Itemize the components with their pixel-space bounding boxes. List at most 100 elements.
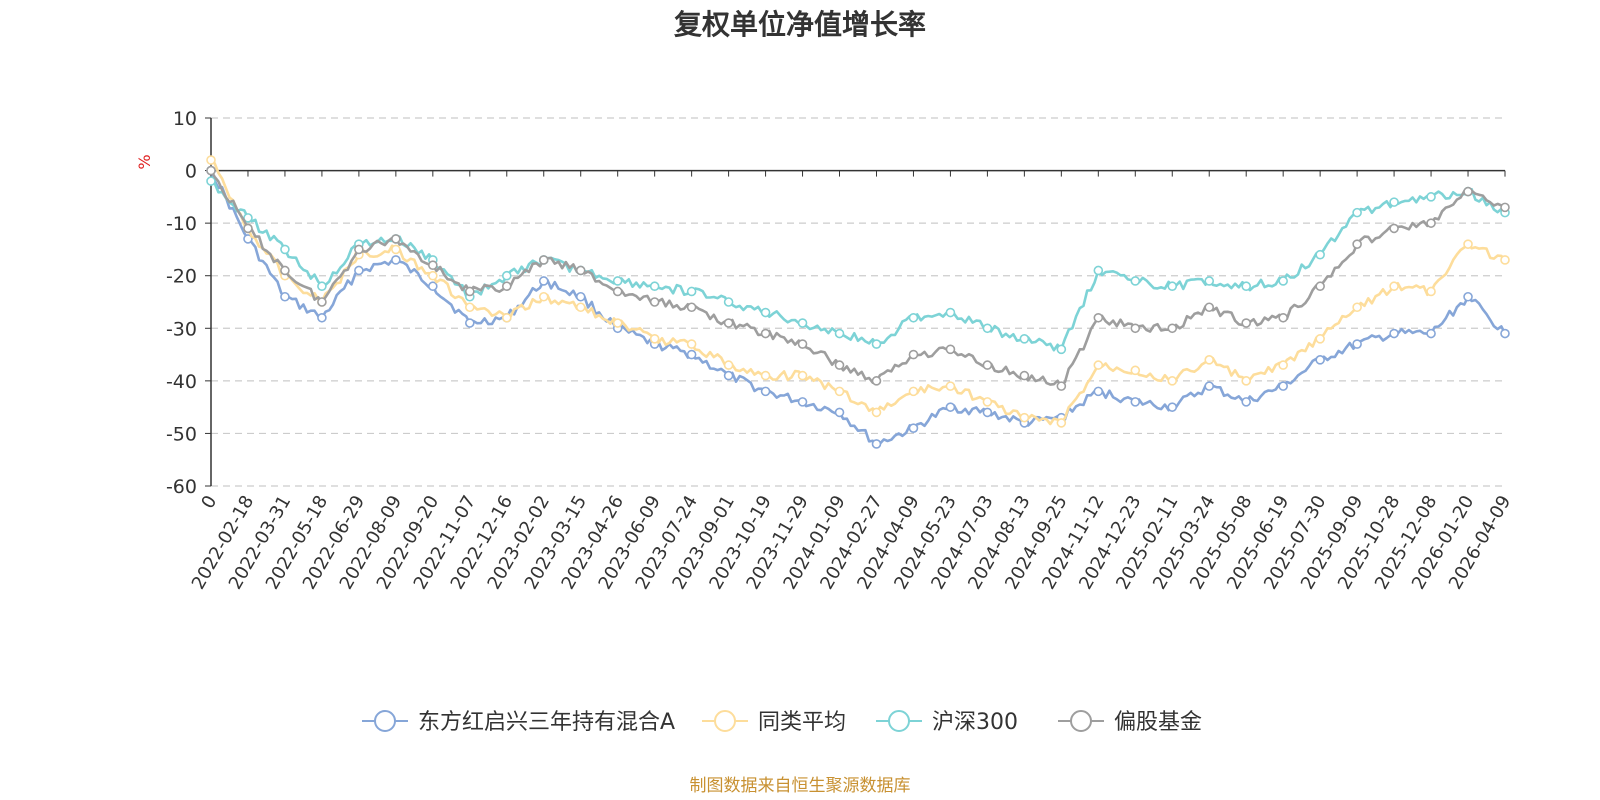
y-tick-label: -30	[166, 318, 197, 340]
data-point	[391, 244, 401, 255]
data-point	[760, 370, 771, 381]
y-tick-label: -50	[166, 423, 197, 445]
data-point	[686, 349, 697, 360]
data-point	[834, 328, 845, 339]
data-point	[575, 302, 586, 313]
data-point	[354, 265, 364, 276]
data-point	[1056, 418, 1067, 428]
data-point	[1426, 328, 1436, 339]
data-point	[1278, 381, 1288, 391]
data-point	[1056, 381, 1067, 391]
data-point	[1167, 323, 1178, 334]
data-point	[834, 360, 845, 370]
data-point	[391, 234, 401, 244]
data-point	[1352, 339, 1362, 349]
data-point	[1241, 376, 1251, 386]
data-point	[797, 339, 808, 349]
data-point	[834, 386, 845, 397]
data-point	[1093, 360, 1104, 370]
data-point	[1463, 186, 1473, 197]
legend-swatch-marker	[374, 710, 396, 732]
legend-item-0[interactable]: 东方红启兴三年持有混合A	[362, 710, 675, 735]
data-point	[1315, 355, 1325, 365]
legend-item-2[interactable]: 沪深300	[876, 710, 1018, 735]
data-point	[1278, 312, 1288, 323]
data-point	[982, 360, 993, 370]
data-point	[243, 213, 253, 223]
data-point	[428, 281, 438, 292]
data-point	[908, 349, 919, 360]
data-point	[501, 312, 512, 323]
data-point	[871, 439, 882, 449]
data-point	[1204, 355, 1215, 365]
series-line	[210, 159, 1506, 426]
data-point	[1019, 333, 1030, 344]
data-point	[317, 297, 327, 307]
data-point	[797, 370, 808, 381]
data-point	[1278, 276, 1288, 286]
data-point	[871, 407, 882, 418]
data-point	[1241, 397, 1251, 407]
data-point	[945, 307, 956, 318]
data-point	[945, 344, 956, 355]
data-point	[908, 312, 919, 323]
data-point	[612, 276, 623, 286]
data-point	[649, 297, 660, 307]
x-tick-label: 0	[197, 492, 221, 512]
data-point	[428, 270, 438, 281]
chart-title: 复权单位净值增长率	[674, 8, 926, 41]
data-point	[1278, 360, 1288, 370]
data-point	[1241, 318, 1251, 328]
data-point	[871, 339, 882, 349]
data-point	[1500, 255, 1510, 265]
series-line	[209, 170, 1507, 446]
data-point	[723, 360, 734, 370]
data-point	[1463, 239, 1473, 249]
series-layer	[206, 155, 1510, 449]
data-point	[1463, 291, 1473, 302]
data-point	[1352, 207, 1362, 218]
y-tick-label: -10	[166, 213, 197, 235]
data-point	[1241, 281, 1251, 292]
data-point	[1130, 397, 1141, 407]
y-tick-label: 10	[173, 108, 197, 130]
data-point	[1167, 402, 1178, 412]
data-point	[686, 302, 697, 313]
data-point	[1426, 218, 1436, 228]
data-point	[760, 307, 771, 318]
data-point	[612, 318, 623, 328]
data-point	[982, 397, 993, 407]
data-point	[649, 281, 660, 292]
data-point	[945, 381, 956, 391]
data-point	[1093, 386, 1104, 397]
data-point	[1130, 323, 1141, 334]
series-line	[209, 169, 1506, 388]
data-point	[317, 312, 327, 323]
data-point	[428, 260, 438, 271]
data-point	[501, 281, 512, 292]
data-point	[1352, 239, 1362, 249]
data-point	[1130, 365, 1141, 376]
data-point	[1167, 376, 1178, 386]
data-point	[686, 286, 697, 297]
y-axis-unit-label: %	[135, 154, 154, 169]
data-point	[206, 176, 216, 186]
data-point	[1389, 328, 1399, 339]
data-point	[1019, 370, 1030, 381]
data-point	[908, 386, 919, 397]
data-point	[1093, 265, 1104, 276]
data-point	[464, 318, 475, 328]
data-point	[760, 328, 771, 339]
legend-item-1[interactable]: 同类平均	[702, 710, 846, 735]
data-point	[1204, 276, 1215, 286]
data-point	[1389, 223, 1399, 234]
legend-label: 东方红启兴三年持有混合A	[418, 710, 675, 735]
data-point	[1426, 192, 1436, 202]
legend-item-3[interactable]: 偏股基金	[1058, 710, 1202, 735]
data-point	[1500, 202, 1510, 213]
data-point	[1056, 344, 1067, 355]
data-point	[982, 323, 993, 334]
data-point	[1093, 312, 1104, 323]
data-point	[243, 223, 253, 234]
data-point	[464, 286, 475, 297]
